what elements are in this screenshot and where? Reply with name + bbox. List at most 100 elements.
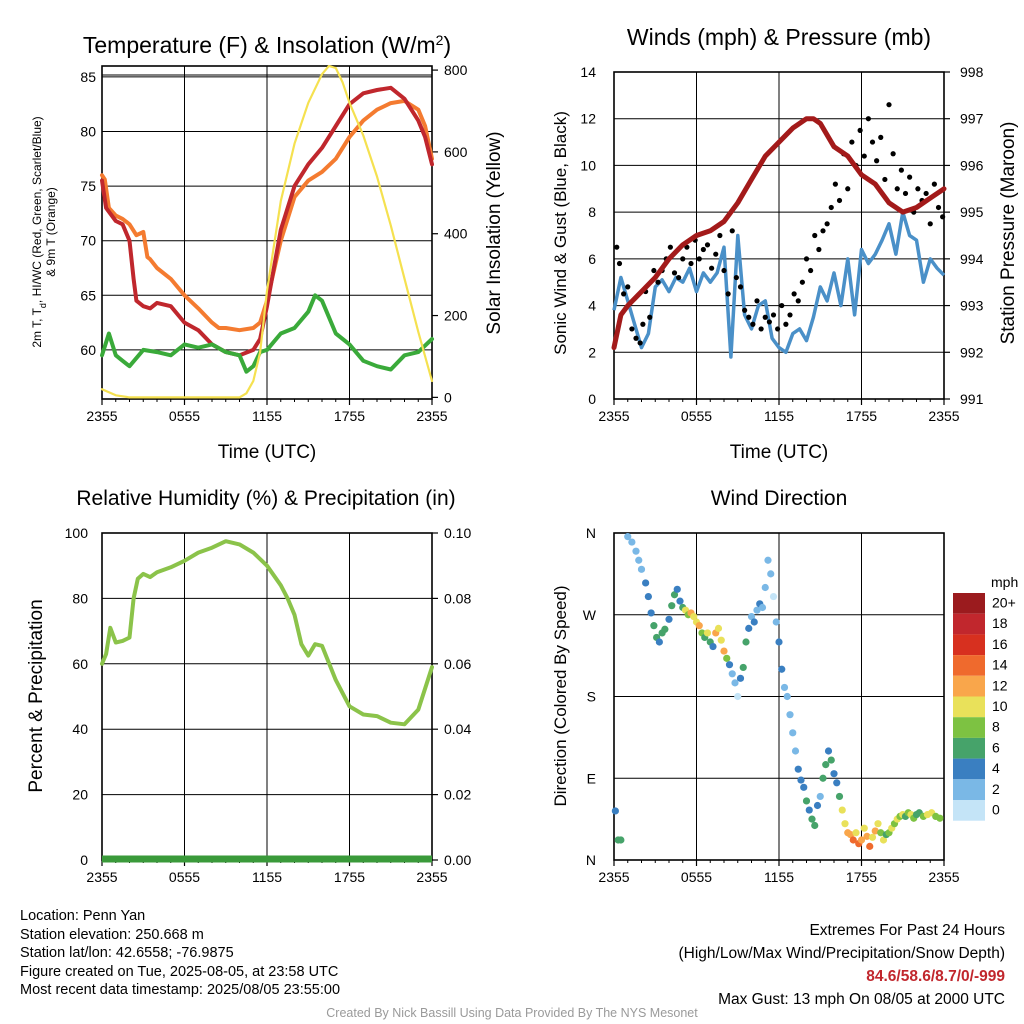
- y-axis-label-2: & 9m T (Orange): [44, 187, 58, 277]
- direction-point: [695, 622, 703, 630]
- gust-point: [637, 340, 643, 346]
- gust-point: [828, 204, 834, 211]
- y-axis-label: 2m T, Td, HI/WC (Red, Green, Scarlet/Blu…: [30, 116, 48, 347]
- gust-point: [729, 228, 735, 234]
- humidity-chart: 0 20 40 60 80 100 0.00 0.02 0.04 0.06 0.08 0.10 2355…: [26, 487, 471, 885]
- y-tick-label: E: [587, 770, 596, 786]
- y2-tick-label: 996: [960, 157, 984, 173]
- direction-point: [778, 665, 786, 673]
- gust-point: [616, 260, 623, 267]
- x-tick-label: 0555: [681, 408, 712, 424]
- y2-tick-label: 992: [960, 344, 984, 360]
- y-tick-label: 75: [80, 178, 96, 194]
- gust-point: [795, 298, 801, 304]
- credit-text: Created By Nick Bassill Using Data Provi…: [326, 1006, 698, 1020]
- gust-point: [742, 307, 748, 313]
- chart-title: Wind Direction: [711, 487, 848, 510]
- gust-point: [878, 134, 884, 140]
- direction-point: [791, 747, 800, 755]
- x-tick-label: 1755: [334, 408, 365, 424]
- y2-tick-label: 0.10: [444, 525, 471, 541]
- gust-point: [633, 335, 639, 341]
- extremes-subtitle: (High/Low/Max Wind/Precipitation/Snow De…: [678, 945, 1006, 962]
- legend-swatch: [953, 613, 985, 635]
- direction-point: [650, 622, 658, 630]
- gust-point: [791, 291, 797, 297]
- gust-point: [832, 181, 838, 187]
- y2-tick-label: 994: [960, 251, 984, 267]
- y-tick-label: N: [586, 525, 596, 541]
- direction-point: [822, 761, 830, 769]
- direction-point: [863, 832, 871, 840]
- gust-point: [820, 228, 826, 234]
- y-tick-label: 4: [588, 298, 596, 314]
- gust-point: [931, 181, 937, 187]
- direction-point: [794, 765, 802, 773]
- direction-point: [835, 792, 844, 801]
- series-temp: [100, 85, 434, 358]
- series-solar: [100, 64, 434, 399]
- x-tick-label: 2355: [416, 869, 447, 885]
- gust-point: [717, 232, 723, 239]
- direction-point: [736, 674, 745, 682]
- location-text: Location: Penn Yan: [20, 908, 146, 924]
- direction-point: [789, 729, 797, 737]
- y2-tick-label: 0.04: [444, 721, 471, 737]
- direction-point: [673, 585, 681, 593]
- direction-point: [655, 638, 663, 646]
- direction-point: [824, 747, 833, 755]
- gust-point: [812, 232, 818, 239]
- legend-swatch: [953, 696, 985, 718]
- direction-point: [857, 836, 866, 844]
- x-tick-label: 1755: [846, 408, 877, 424]
- y-tick-label: 60: [80, 342, 96, 358]
- legend-label: 6: [992, 739, 1000, 755]
- direction-point: [775, 638, 783, 646]
- series-wind: [612, 210, 946, 359]
- direction-point: [725, 661, 734, 669]
- recent-text: Most recent data timestamp: 2025/08/05 2…: [20, 982, 341, 998]
- direction-point: [709, 642, 717, 651]
- direction-point: [838, 806, 846, 814]
- direction-point: [617, 836, 625, 844]
- x-tick-label: 2355: [598, 408, 629, 424]
- direction-point: [644, 592, 652, 601]
- direction-point: [661, 625, 669, 633]
- direction-point: [808, 815, 816, 823]
- y2-axis-label: Station Pressure (Maroon): [998, 122, 1019, 345]
- y2-tick-label: 200: [444, 308, 468, 324]
- gust-point: [849, 139, 855, 145]
- gust-point: [799, 279, 805, 285]
- x-tick-label: 0555: [681, 869, 712, 885]
- gust-point: [766, 319, 772, 325]
- gust-point: [783, 321, 789, 327]
- gust-point: [629, 326, 635, 332]
- temperature-chart: 60 65 70 75 80 85 0 200 400 600 800 2355 0555 1155 175…: [30, 32, 505, 463]
- x-tick-label: 1155: [252, 869, 282, 885]
- direction-point: [819, 774, 827, 782]
- gust-point: [655, 279, 661, 285]
- gust-point: [886, 102, 892, 108]
- legend-label: 20+: [992, 595, 1016, 611]
- gust-point: [737, 284, 744, 290]
- y2-tick-label: 0.08: [444, 590, 471, 606]
- direction-point: [772, 618, 780, 626]
- direction-point: [846, 830, 855, 839]
- x-tick-label: 2355: [416, 408, 447, 424]
- legend-swatch: [953, 655, 985, 676]
- direction-point: [816, 792, 824, 801]
- y-tick-label: 80: [72, 590, 88, 606]
- direction-point: [767, 570, 775, 578]
- gust-point: [770, 312, 777, 318]
- gust-point: [640, 321, 646, 327]
- legend-label: 4: [992, 760, 1000, 776]
- y-tick-label: 80: [80, 124, 96, 140]
- gust-point: [762, 314, 768, 320]
- legend-title: mph: [991, 574, 1018, 590]
- direction-point: [866, 842, 874, 850]
- y2-tick-label: 800: [444, 62, 468, 78]
- gust-point: [861, 153, 867, 159]
- y-tick-label: 10: [580, 157, 596, 173]
- direction-point: [800, 783, 808, 791]
- legend-swatch: [953, 634, 985, 656]
